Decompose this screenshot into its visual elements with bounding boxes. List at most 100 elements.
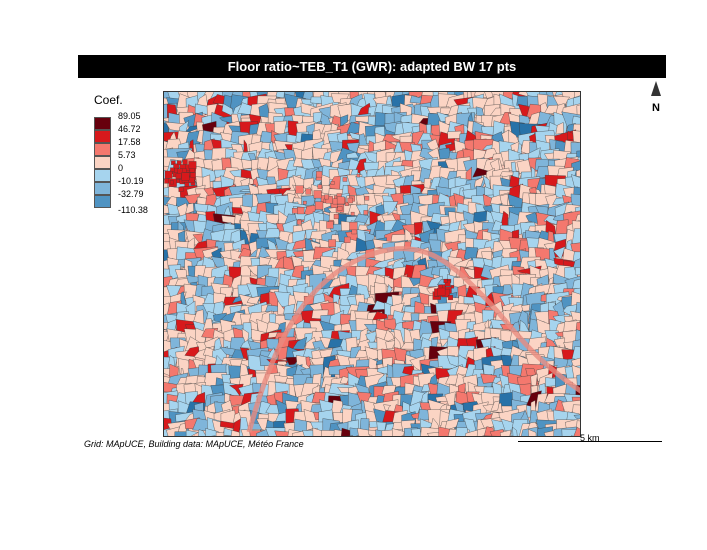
map-district	[543, 430, 557, 436]
map-district	[342, 177, 348, 182]
map-district	[571, 435, 574, 436]
legend-break-label: -32.79	[118, 189, 144, 199]
map-district	[350, 436, 369, 437]
map-district	[336, 196, 345, 205]
map-district	[575, 267, 580, 276]
map-district	[383, 404, 392, 415]
map-district	[303, 200, 307, 205]
map-district	[545, 436, 569, 437]
map-district	[350, 211, 355, 216]
map-district	[375, 359, 383, 366]
map-district	[316, 171, 323, 178]
map-district	[573, 426, 580, 436]
legend-break-label: -110.38	[118, 205, 148, 215]
map-district	[317, 184, 323, 189]
choropleth-map[interactable]	[163, 91, 581, 437]
map-district	[185, 202, 194, 215]
map-district	[482, 435, 495, 436]
north-arrow-icon	[648, 80, 664, 116]
map-district	[230, 430, 240, 436]
map-district	[205, 428, 220, 436]
map-district	[571, 346, 580, 360]
legend-break-label: -10.19	[118, 176, 144, 186]
scale-bar	[518, 441, 662, 442]
map-district	[552, 435, 553, 436]
map-district	[444, 280, 451, 287]
data-credit: Grid: MApUCE, Building data: MApUCE, Mét…	[84, 439, 304, 449]
map-district	[305, 188, 312, 195]
map-district	[300, 435, 302, 436]
map-district	[324, 194, 329, 200]
map-district	[326, 221, 334, 229]
legend-break-label: 17.58	[118, 137, 141, 147]
map-district	[325, 196, 333, 204]
map-district	[410, 428, 422, 436]
map-district	[490, 400, 500, 412]
map-district	[182, 159, 188, 165]
map-district	[328, 239, 336, 248]
map-district	[313, 190, 322, 199]
legend-swatch	[94, 195, 111, 208]
river-path	[246, 245, 580, 433]
map-district	[576, 104, 580, 118]
map-district	[364, 195, 370, 201]
map-district	[474, 176, 485, 188]
legend-swatch	[94, 143, 111, 156]
map-district	[437, 287, 446, 296]
map-district	[296, 219, 302, 225]
map-district	[188, 161, 197, 169]
map-district	[516, 435, 518, 436]
map-district	[391, 428, 405, 436]
map-district	[185, 429, 199, 436]
map-district	[438, 426, 451, 436]
map-district	[215, 432, 225, 436]
map-district	[297, 207, 305, 215]
map-district	[169, 180, 174, 185]
map-canvas	[164, 92, 582, 437]
map-district	[528, 429, 537, 436]
map-district	[292, 336, 308, 350]
map-district	[295, 185, 304, 194]
map-district	[174, 431, 189, 436]
map-district	[357, 427, 371, 436]
map-district	[349, 221, 358, 231]
map-district	[349, 427, 360, 436]
map-district	[181, 172, 190, 181]
map-district	[221, 374, 231, 385]
map-district	[444, 418, 460, 431]
map-district	[356, 435, 360, 436]
scale-bar-label: 5 km	[580, 433, 600, 443]
map-district	[211, 435, 216, 436]
map-district	[521, 304, 530, 312]
map-district	[512, 426, 518, 436]
map-district	[350, 435, 353, 436]
map-district	[447, 130, 462, 139]
map-district	[411, 436, 434, 437]
map-district	[337, 206, 343, 211]
map-district	[447, 295, 453, 301]
map-district	[347, 197, 353, 204]
legend-break-label: 5.73	[118, 150, 136, 160]
map-district	[178, 187, 184, 192]
map-district	[401, 435, 404, 436]
map-district	[356, 173, 361, 178]
map-district	[170, 167, 175, 172]
map-district	[184, 182, 190, 187]
legend-swatch	[94, 182, 111, 195]
map-district	[246, 295, 261, 305]
map-district	[537, 435, 538, 436]
map-district	[340, 114, 349, 127]
legend-swatch	[94, 130, 111, 143]
legend-title: Coef.	[94, 93, 123, 107]
map-district	[581, 376, 582, 390]
legend-swatch	[94, 156, 111, 169]
map-district	[581, 104, 582, 116]
map-district	[439, 338, 450, 347]
map-district	[580, 229, 581, 252]
north-label: N	[652, 102, 660, 114]
map-district	[555, 122, 564, 135]
map-district	[443, 278, 448, 283]
map-district	[339, 376, 350, 385]
map-polygons	[164, 92, 582, 437]
map-district	[363, 210, 369, 215]
